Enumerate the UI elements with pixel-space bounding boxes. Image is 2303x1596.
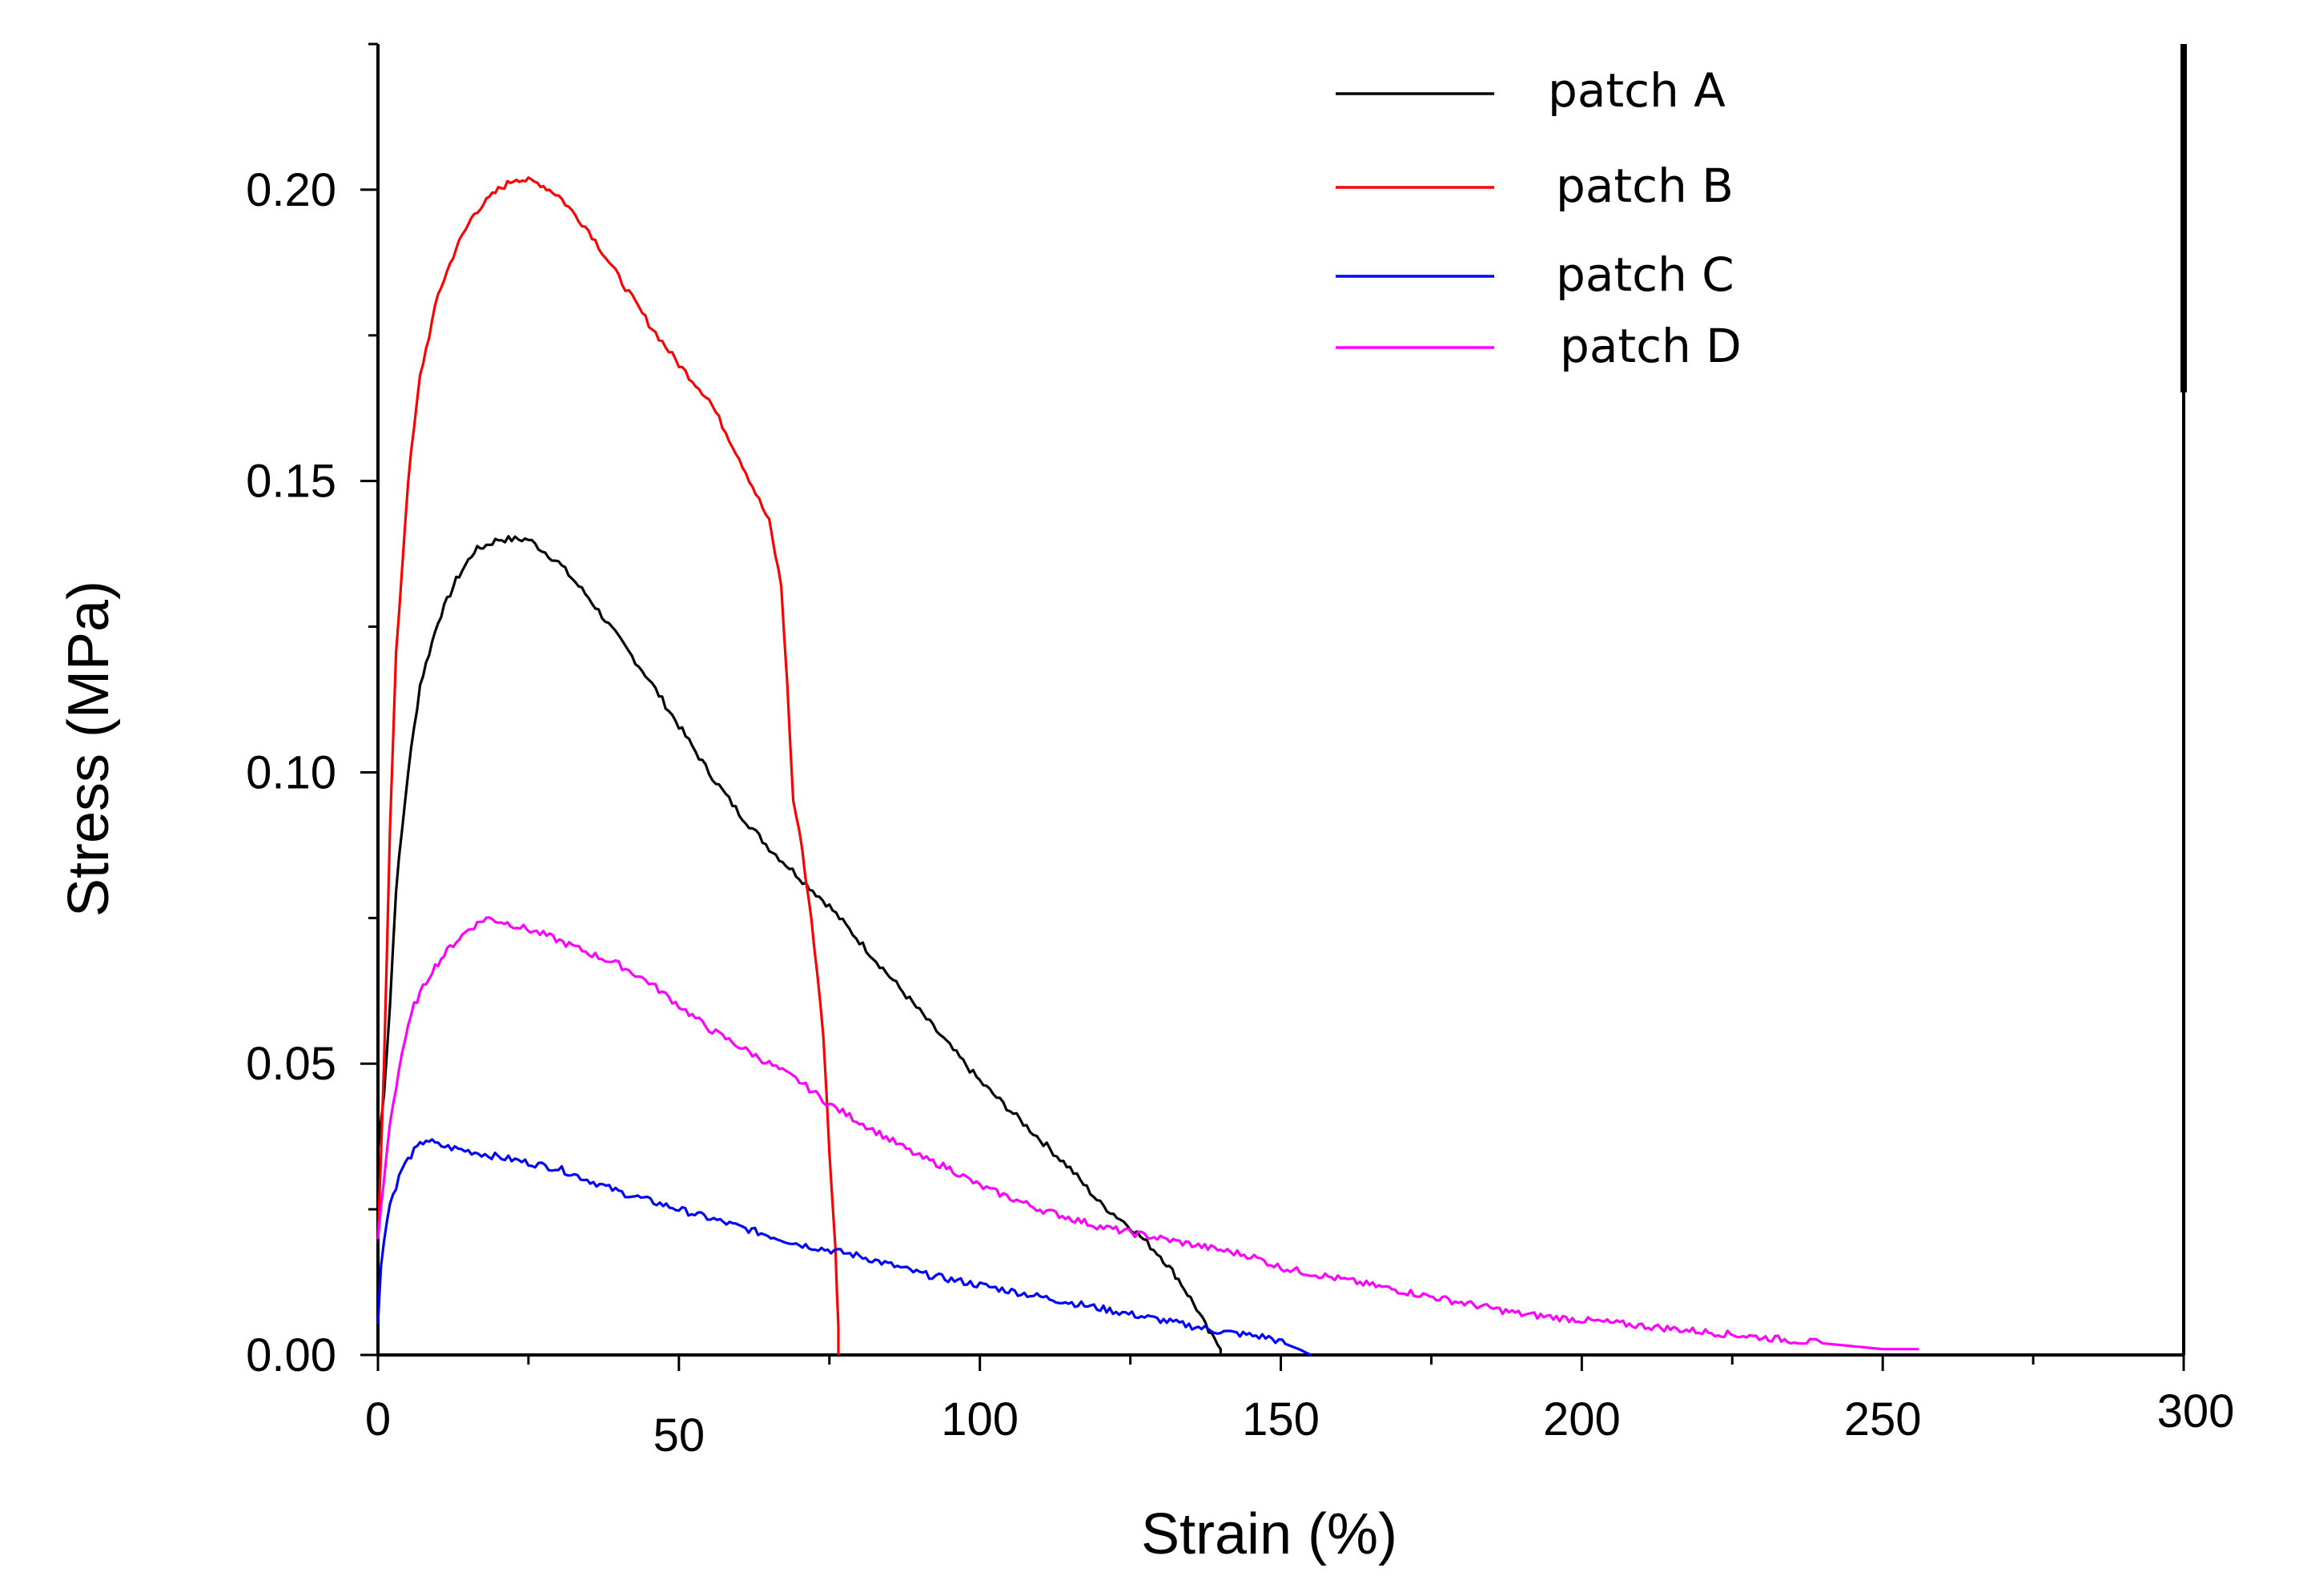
legend-label-patch-a: patch A xyxy=(1548,63,1726,118)
x-axis-title: Strain (%) xyxy=(1141,1502,1397,1566)
y-axis-ticks: 0.00 0.05 0.10 0.15 0.20 xyxy=(246,42,378,1381)
legend: patch A patch B patch C patch D xyxy=(1336,63,1742,373)
legend-label-patch-c: patch C xyxy=(1556,247,1734,302)
x-axis-ticks: 0 50 100 150 200 250 300 xyxy=(365,1355,2235,1461)
y-tick-label: 0.10 xyxy=(246,746,336,798)
y-tick-label: 0.15 xyxy=(246,456,336,508)
y-tick-label: 0.00 xyxy=(246,1329,336,1381)
x-tick-label: 100 xyxy=(941,1393,1019,1445)
series-layer xyxy=(376,176,1919,1357)
x-tick-label: 150 xyxy=(1242,1393,1320,1445)
y-tick-label: 0.05 xyxy=(246,1038,336,1090)
x-tick-label: 50 xyxy=(653,1409,705,1461)
series-line-patch-a xyxy=(376,535,1222,1355)
y-tick-label: 0.20 xyxy=(246,164,336,216)
legend-label-patch-b: patch B xyxy=(1556,159,1734,213)
x-tick-label: 0 xyxy=(365,1393,391,1445)
y-axis-title: Stress (MPa) xyxy=(57,581,121,917)
plot-frame xyxy=(376,44,2187,1357)
legend-label-patch-d: patch D xyxy=(1560,319,1742,373)
series-line-patch-c xyxy=(376,1138,1312,1357)
x-tick-label: 250 xyxy=(1844,1393,1922,1445)
series-line-patch-b xyxy=(376,176,840,1355)
x-tick-label: 300 xyxy=(2157,1385,2235,1437)
x-tick-label: 200 xyxy=(1543,1393,1621,1445)
series-line-patch-d xyxy=(376,916,1919,1351)
